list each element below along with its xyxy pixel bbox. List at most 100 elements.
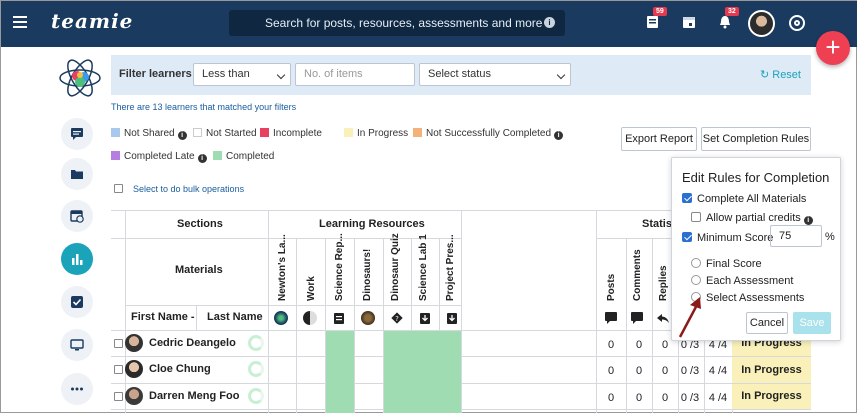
each-assessment-option[interactable]: Each Assessment	[691, 275, 793, 287]
items-input[interactable]: No. of items	[295, 63, 415, 86]
legend-not-started: Not Started	[193, 128, 257, 139]
filter-label: Filter learners	[119, 68, 192, 80]
calendar-icon[interactable]	[681, 14, 697, 30]
material-science-lab-1[interactable]: Science Lab 1	[418, 234, 429, 301]
top-bar: teamie Search for posts, resources, asse…	[1, 1, 857, 47]
material-dinosaurs[interactable]: Dinosaurs!	[362, 248, 373, 301]
final-score-radio[interactable]	[691, 258, 701, 268]
export-report-button[interactable]: Export Report	[621, 127, 697, 151]
info-icon[interactable]: i	[197, 154, 207, 163]
material-count: 4 /4	[708, 392, 728, 404]
sidebar-item-calendar[interactable]	[61, 200, 93, 232]
svg-text:?: ?	[395, 315, 399, 323]
monitor-icon	[70, 339, 84, 351]
sidebar-item-posts[interactable]	[61, 118, 93, 150]
more-icon	[71, 387, 83, 391]
avatar	[125, 360, 143, 378]
add-button[interactable]: +	[816, 31, 850, 65]
sidebar-item-screen[interactable]	[61, 329, 93, 361]
progress-ring	[248, 361, 264, 377]
legend-swatch	[344, 128, 353, 137]
partial-credit-checkbox[interactable]	[691, 212, 701, 222]
info-icon[interactable]: i	[803, 216, 813, 225]
checkbox-icon	[71, 296, 83, 308]
menu-icon[interactable]	[13, 16, 27, 28]
notifications-badge: 32	[725, 7, 739, 16]
reset-label: Reset	[772, 69, 801, 81]
final-score-option[interactable]: Final Score	[691, 258, 762, 270]
classroom-logo	[59, 59, 101, 97]
dinosaur-thumbnail-icon	[361, 311, 375, 325]
posts-icon[interactable]: 59	[645, 7, 667, 30]
logo[interactable]: teamie	[51, 9, 134, 33]
save-button[interactable]: Save	[793, 312, 831, 334]
learning-resources-header: Learning Resources	[319, 218, 425, 230]
progress-ring	[248, 388, 264, 404]
cancel-button[interactable]: Cancel	[746, 312, 788, 334]
info-icon[interactable]: i	[177, 131, 187, 140]
row-checkbox[interactable]	[114, 365, 123, 374]
replies-count: 0	[661, 392, 669, 404]
bulk-checkbox[interactable]	[114, 184, 123, 193]
lab-download-icon	[420, 313, 430, 324]
minimum-score-checkbox[interactable]	[682, 232, 692, 242]
legend-swatch	[111, 151, 120, 160]
minimum-score-input[interactable]: 75	[770, 225, 822, 247]
row-checkbox[interactable]	[114, 339, 123, 348]
set-completion-rules-button[interactable]: Set Completion Rules	[701, 127, 811, 151]
quiz-icon: ?	[391, 312, 403, 324]
complete-all-checkbox[interactable]	[682, 193, 692, 203]
assessment-count: 0 /3	[680, 365, 700, 377]
reset-button[interactable]: ↻ Reset	[759, 69, 801, 81]
search-input[interactable]: Search for posts, resources, assessments…	[229, 10, 565, 36]
chat-icon	[71, 128, 83, 140]
legend-not-shared: Not Shared i	[111, 128, 187, 140]
help-icon[interactable]	[789, 15, 805, 31]
chevron-down-icon	[556, 70, 566, 80]
legend-swatch	[193, 128, 202, 137]
legend-swatch	[413, 128, 422, 137]
report-table: Sections Learning Resources Statist Mate…	[111, 210, 811, 413]
assessment-count: 0 /3	[680, 339, 700, 351]
posts-column-header: Posts	[606, 273, 617, 301]
material-work[interactable]: Work	[306, 276, 317, 301]
select-assessments-option[interactable]: Select Assessments	[691, 292, 804, 304]
sidebar-item-folder[interactable]	[61, 158, 93, 190]
sidebar-item-more[interactable]	[61, 373, 93, 405]
posts-count: 0	[607, 392, 615, 404]
material-dinosaur-quiz[interactable]: Dinosaur Quiz	[390, 233, 401, 301]
partial-credit-option[interactable]: Allow partial credits i	[691, 212, 813, 225]
row-checkbox[interactable]	[114, 392, 123, 401]
user-avatar[interactable]	[748, 10, 775, 37]
status-select[interactable]: Select status	[419, 63, 571, 86]
comparison-value: Less than	[202, 68, 250, 80]
complete-all-option[interactable]: Complete All Materials	[682, 193, 806, 205]
materials-header: Materials	[175, 264, 223, 276]
learner-name[interactable]: Darren Meng Foo	[125, 387, 239, 405]
bulk-operations[interactable]: Select to do bulk operations	[114, 184, 244, 194]
calendar-clock-icon	[70, 210, 84, 223]
progress-ring	[248, 335, 264, 351]
items-placeholder: No. of items	[304, 68, 363, 80]
learner-name[interactable]: Cloe Chung	[125, 360, 211, 378]
popover-title: Edit Rules for Completion	[682, 170, 830, 185]
minimum-score-option[interactable]: Minimum Score	[682, 232, 773, 244]
material-science-report[interactable]: Science Rep...	[334, 233, 345, 301]
comments-count: 0	[635, 365, 643, 377]
material-newtons-laws[interactable]: Newton's La...	[277, 234, 288, 301]
info-icon[interactable]: i	[544, 17, 555, 28]
bell-icon[interactable]: 32	[717, 7, 739, 30]
each-assessment-radio[interactable]	[691, 275, 701, 285]
comparison-select[interactable]: Less than	[193, 63, 291, 86]
learner-name[interactable]: Cedric Deangelo	[125, 334, 236, 352]
material-project-presentation[interactable]: Project Pres...	[445, 234, 456, 301]
completed-cell	[384, 331, 461, 413]
sidebar-item-tasks[interactable]	[61, 286, 93, 318]
info-icon[interactable]: i	[554, 131, 564, 140]
sidebar-item-reports[interactable]	[61, 243, 93, 275]
last-name-header[interactable]: Last Name	[207, 311, 263, 323]
replies-column-header: Replies	[658, 265, 669, 301]
annotation-arrow-icon	[678, 297, 701, 338]
first-name-header[interactable]: First Name -	[131, 311, 195, 323]
assessment-count: 0 /3	[680, 392, 700, 404]
